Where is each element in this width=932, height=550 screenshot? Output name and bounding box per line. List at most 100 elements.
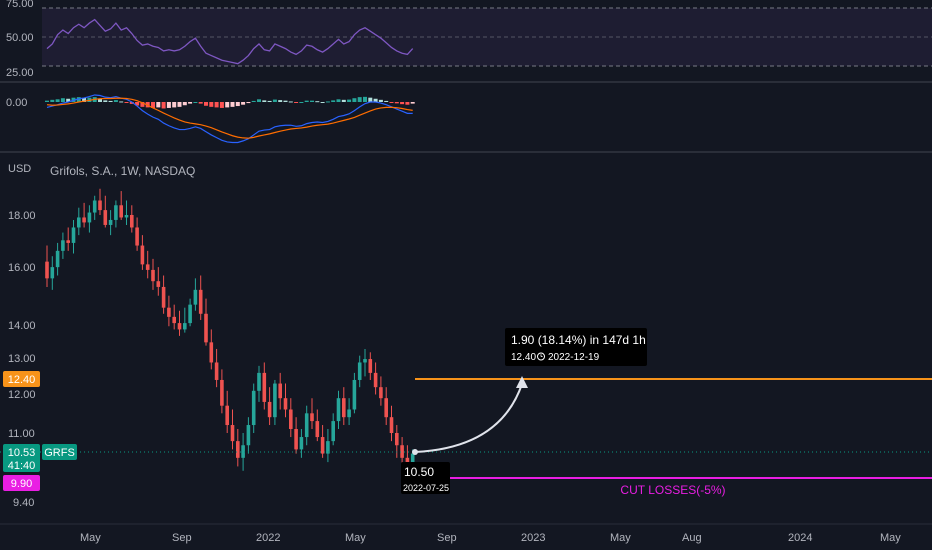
macd-histogram-bar (352, 98, 357, 102)
candle-body (77, 217, 81, 228)
macd-histogram-bar (251, 100, 256, 102)
projection-callout[interactable]: 1.90 (18.14%) in 147d 1h 12.40 2022-12-1… (505, 328, 647, 366)
candle-body (251, 390, 256, 426)
macd-histogram-bar (310, 100, 314, 102)
candle-body (389, 417, 394, 433)
macd-histogram-bar (166, 102, 171, 108)
macd-histogram-bar (129, 102, 134, 104)
rsi-tick-25: 25.00 (6, 67, 34, 79)
price-currency-label: USD (8, 163, 31, 175)
macd-histogram-bar (288, 101, 293, 103)
price-tick-11: 11.00 (8, 428, 35, 440)
rsi-pane (46, 18, 414, 65)
macd-histogram-bar (278, 100, 283, 102)
stop-price-badge[interactable]: 9.90 (3, 475, 40, 491)
candle-body (177, 323, 182, 330)
projection-arrow[interactable] (414, 383, 523, 453)
macd-histogram-bar (230, 102, 235, 107)
candle-body (336, 398, 341, 422)
candle-body (124, 215, 129, 218)
macd-histogram-bar (151, 102, 155, 108)
projection-price-text: 12.40 (511, 352, 536, 363)
macd-histogram-bar (177, 102, 182, 107)
macd-histogram-bar (76, 97, 81, 102)
candle-body (384, 398, 388, 418)
candle-body (342, 398, 346, 418)
stop-price-badge-box (3, 475, 40, 491)
macd-histogram-bar (204, 102, 208, 106)
macd-histogram-bar (161, 102, 166, 109)
macd-histogram-bar (341, 99, 346, 102)
macd-histogram-bar (235, 102, 240, 107)
candle-body (373, 372, 378, 388)
macd-histogram-bar (325, 101, 330, 103)
macd-histogram-bar (368, 97, 373, 102)
time-tick-aug-2023: Aug (682, 532, 702, 544)
candle-body (50, 267, 55, 279)
macd-signal-line (46, 97, 413, 139)
entry-callout[interactable]: 10.50 2022-07-25 (401, 462, 450, 494)
candle-body (236, 441, 240, 458)
macd-histogram-bar (182, 102, 187, 106)
candle-body (400, 445, 404, 458)
macd-histogram-bar (241, 102, 246, 105)
candle-body (289, 409, 293, 429)
projection-start-point[interactable] (412, 449, 418, 455)
macd-histogram-bar (320, 102, 325, 103)
macd-histogram-bar (135, 102, 140, 106)
symbol-badge-box (42, 444, 77, 460)
candle-body (161, 286, 166, 308)
macd-histogram-bar (55, 99, 60, 102)
price-pane (45, 188, 415, 477)
candle-body (246, 425, 251, 446)
macd-histogram-bar (331, 100, 336, 102)
candle-body (82, 217, 86, 223)
macd-histogram-bar (108, 100, 113, 102)
time-axis[interactable]: May Sep 2022 May Sep 2023 May Aug 2024 M… (80, 532, 901, 544)
candle-body (209, 342, 214, 363)
clock-icon (537, 352, 545, 361)
symbol-badge[interactable]: GRFS (42, 444, 77, 460)
candle-body (225, 405, 229, 426)
target-price-badge-text: 12.40 (8, 374, 36, 386)
candle-body (140, 245, 145, 265)
macd-histogram-bar (283, 100, 288, 102)
last-price-badge-countdown: 41:40 (8, 460, 36, 472)
macd-histogram-bar (294, 102, 299, 103)
macd-histogram-bar (124, 102, 129, 103)
macd-histogram-bar (405, 102, 410, 105)
price-tick-16: 16.00 (8, 262, 36, 274)
time-tick-2022: 2022 (256, 532, 280, 544)
candle-body (363, 359, 367, 363)
entry-callout-box (401, 462, 450, 494)
macd-histogram-bar (410, 102, 415, 104)
macd-histogram-bar (357, 97, 362, 102)
macd-histogram-bar (347, 99, 352, 102)
candle-body (310, 413, 314, 422)
candle-body (230, 425, 235, 442)
rsi-tick-50: 50.00 (6, 32, 34, 44)
macd-histogram-bar (246, 102, 251, 104)
time-tick-sep-2021: Sep (172, 532, 192, 544)
stop-loss-label: CUT LOSSES(-5%) (620, 483, 725, 497)
macd-histogram-bar (66, 98, 71, 102)
price-tick-14: 14.00 (8, 320, 36, 332)
target-price-badge[interactable]: 12.40 (3, 371, 40, 387)
macd-histogram-bar (219, 102, 224, 108)
macd-pane (45, 94, 415, 144)
projection-arrowhead (516, 376, 528, 388)
price-tick-13: 13.00 (8, 353, 36, 365)
candle-body (395, 433, 399, 446)
macd-histogram-bar (394, 102, 399, 104)
candle-body (320, 437, 325, 454)
price-tick-18: 18.00 (8, 210, 36, 222)
candle-body (61, 240, 65, 251)
last-price-badge[interactable]: 10.53 41:40 (3, 444, 40, 472)
macd-histogram-bar (98, 98, 102, 102)
time-tick-2024: 2024 (788, 532, 812, 544)
macd-histogram-bar (315, 101, 320, 103)
macd-histogram-bar (45, 100, 49, 102)
symbol-badge-text: GRFS (44, 447, 75, 459)
candle-body (368, 359, 373, 373)
